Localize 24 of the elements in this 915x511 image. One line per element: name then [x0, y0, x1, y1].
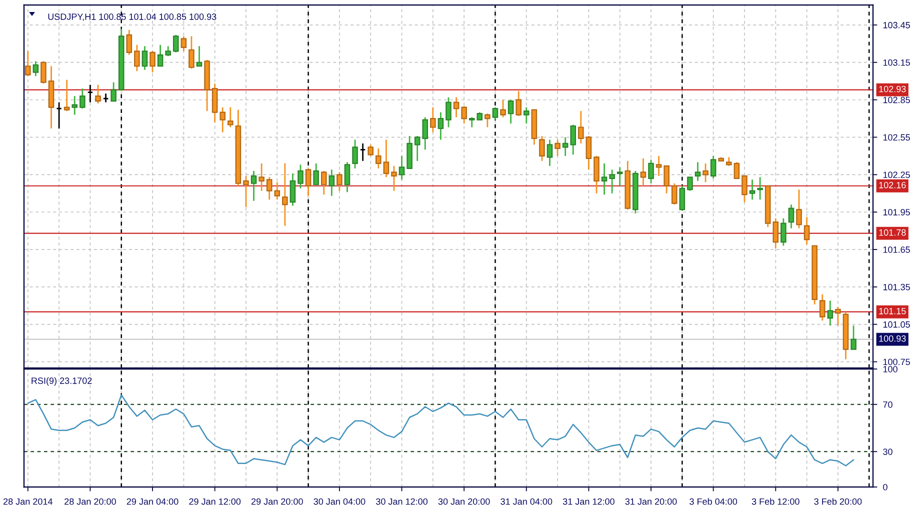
candlestick — [25, 50, 31, 77]
x-tick-label: 28 Jan 2014 — [4, 498, 52, 505]
x-tick-label: 29 Jan 12:00 — [189, 498, 241, 505]
text: RSI(9) 23.1702 — [32, 377, 92, 386]
x-tick-label: 31 Jan 04:00 — [500, 498, 552, 505]
y-tick-label: 0 — [883, 484, 888, 490]
x-tick-label: 31 Jan 12:00 — [562, 498, 614, 505]
y-tick-label: 100.75 — [883, 358, 910, 366]
x-tick-label: 3 Feb 20:00 — [814, 498, 862, 505]
y-tick-label: 30 — [883, 448, 892, 455]
line-series — [27, 394, 854, 466]
x-tick-label: 28 Jan 20:00 — [64, 498, 116, 505]
x-tick-label: 30 Jan 20:00 — [438, 498, 490, 505]
x-tick-label: 3 Feb 12:00 — [752, 498, 800, 505]
x-tick-label: 29 Jan 20:00 — [251, 498, 303, 505]
candlestick — [32, 60, 39, 77]
x-tick-label: 29 Jan 04:00 — [126, 498, 178, 505]
y-tick-label: 70 — [883, 401, 892, 408]
x-tick-label: 30 Jan 12:00 — [376, 498, 428, 505]
x-tick-label: 31 Jan 20:00 — [625, 498, 677, 505]
y-tick-label: 100 — [883, 366, 898, 372]
x-tick-label: 3 Feb 04:00 — [690, 498, 738, 505]
x-tick-label: 30 Jan 04:00 — [314, 498, 366, 505]
candlestick — [40, 60, 46, 84]
